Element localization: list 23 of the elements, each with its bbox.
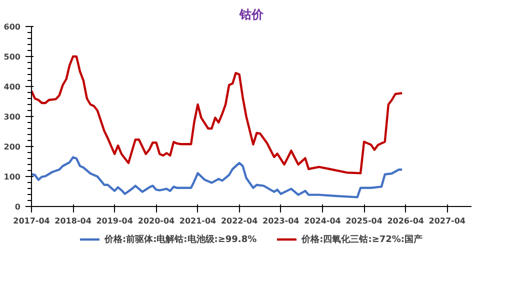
x-tick-label: 2021-04 — [179, 216, 217, 226]
x-tick-label: 2017-04 — [13, 216, 50, 226]
x-tick-label: 2019-04 — [96, 216, 134, 226]
x-tick-label: 2022-04 — [220, 216, 258, 226]
x-tick-label: 2023-04 — [262, 216, 300, 226]
y-tick-label: 500 — [4, 52, 21, 62]
y-tick-label: 300 — [4, 112, 21, 122]
x-tick-label: 2020-04 — [138, 216, 176, 226]
line-series — [32, 156, 404, 198]
y-tick-label: 400 — [4, 82, 21, 92]
y-tick-label: 100 — [4, 172, 21, 182]
x-tick-label: 2025-04 — [346, 216, 383, 226]
legend-label: 价格:四氧化三钴:≥72%:国产 — [302, 233, 423, 246]
line-series — [32, 55, 404, 174]
y-tick-label: 0 — [14, 202, 21, 212]
x-tick-label: 2026-04 — [387, 216, 424, 226]
y-tick-label: 600 — [4, 22, 21, 32]
chart-title: 钴价 — [238, 8, 264, 22]
x-tick-label: 2027-04 — [428, 216, 466, 226]
x-tick-label: 2018-04 — [54, 216, 92, 226]
x-tick-label: 2024-04 — [304, 216, 342, 226]
legend-label: 价格:前驱体:电解钴:电池级:≥99.8% — [104, 233, 257, 246]
y-tick-label: 200 — [4, 142, 21, 152]
